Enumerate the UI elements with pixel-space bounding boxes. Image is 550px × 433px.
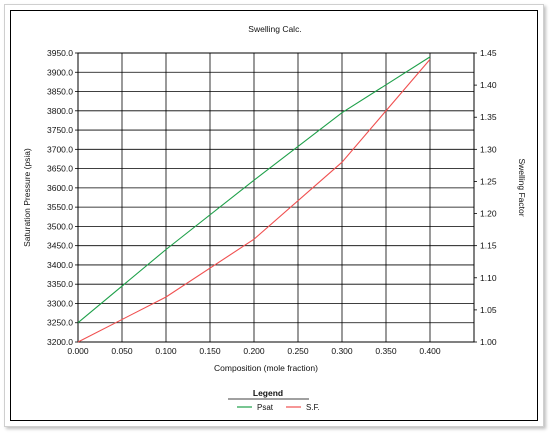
- y-tick-label: 3200.0: [47, 337, 73, 347]
- legend-label: Psat: [257, 403, 274, 412]
- grid: [75, 52, 477, 343]
- y-tick-label: 3750.0: [47, 125, 73, 135]
- x-tick-label: 0.400: [419, 346, 441, 356]
- y2-tick-label: 1.45: [480, 48, 497, 58]
- series-lines: [77, 56, 431, 343]
- plot-border: [77, 52, 475, 343]
- swelling-chart: Swelling Calc. 0.000 0.050 0.100 0.150 0.200…: [22, 24, 527, 412]
- y2-tick-label: 1.30: [480, 144, 497, 154]
- y-tick-label: 3400.0: [47, 260, 73, 270]
- x-tick-label: 0.200: [243, 346, 265, 356]
- chart-title: Swelling Calc.: [248, 24, 301, 34]
- y-axis-label: Saturation Pressure (psia): [22, 148, 32, 247]
- series-line-psat: [77, 56, 431, 324]
- y-tick-label: 3600.0: [47, 183, 73, 193]
- y2-tick-label: 1.25: [480, 176, 497, 186]
- y-tick-label: 3650.0: [47, 164, 73, 174]
- y-tick-label: 3500.0: [47, 221, 73, 231]
- x-tick-label: 0.100: [155, 346, 177, 356]
- x-tick-label: 0.000: [67, 346, 89, 356]
- y-tick-label: 3450.0: [47, 241, 73, 251]
- legend-label: S.F.: [306, 403, 320, 412]
- y2-tick-label: 1.10: [480, 273, 497, 283]
- x-tick-label: 0.350: [375, 346, 397, 356]
- tick-labels: 0.000 0.050 0.100 0.150 0.200 0.250 0.300 0.350…: [47, 48, 497, 356]
- y2-tick-label: 1.20: [480, 209, 497, 219]
- y2-axis-label: Swelling Factor: [517, 158, 527, 216]
- legend: Legend Psat S.F.: [228, 388, 320, 412]
- y-tick-label: 3700.0: [47, 144, 73, 154]
- chart-panel: Swelling Calc. 0.000 0.050 0.100 0.150 0.200…: [10, 10, 538, 421]
- y-tick-label: 3900.0: [47, 67, 73, 77]
- y-tick-label: 3950.0: [47, 48, 73, 58]
- series-line-s-f: [77, 59, 431, 343]
- y2-tick-label: 1.00: [480, 337, 497, 347]
- y2-tick-label: 1.40: [480, 80, 497, 90]
- legend-items: Psat S.F.: [237, 403, 320, 412]
- y-tick-label: 3350.0: [47, 279, 73, 289]
- x-tick-label: 0.050: [111, 346, 133, 356]
- y2-tick-label: 1.05: [480, 305, 497, 315]
- x-tick-label: 0.250: [287, 346, 309, 356]
- y2-tick-label: 1.15: [480, 241, 497, 251]
- y-tick-label: 3550.0: [47, 202, 73, 212]
- legend-title: Legend: [253, 388, 283, 398]
- chart-frame: Swelling Calc. 0.000 0.050 0.100 0.150 0.200…: [4, 4, 544, 427]
- x-axis-label: Composition (mole fraction): [214, 363, 318, 373]
- outer-border: [4, 4, 544, 427]
- y-tick-label: 3250.0: [47, 318, 73, 328]
- x-tick-label: 0.150: [199, 346, 221, 356]
- y-tick-label: 3300.0: [47, 298, 73, 308]
- y-tick-label: 3850.0: [47, 87, 73, 97]
- x-tick-label: 0.300: [331, 346, 353, 356]
- y-tick-label: 3800.0: [47, 106, 73, 116]
- y2-tick-label: 1.35: [480, 112, 497, 122]
